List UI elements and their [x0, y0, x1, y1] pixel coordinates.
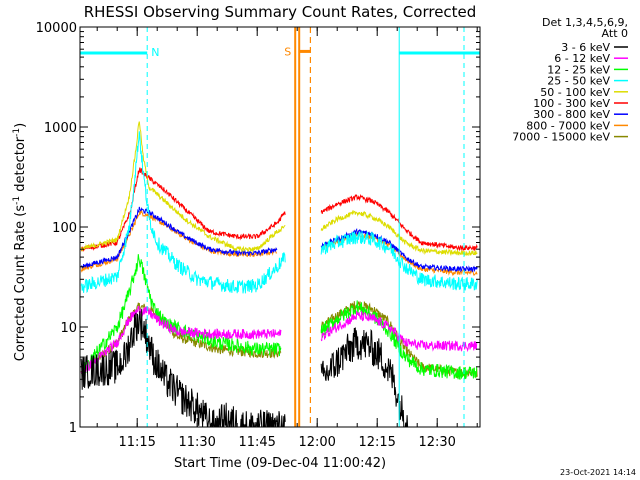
legend-entry-label: 7000 - 15000 keV: [512, 131, 610, 144]
y-tick-label: 10000: [36, 21, 77, 36]
legend-entry-label: 300 - 800 keV: [533, 108, 610, 121]
legend-entry-label: 3 - 6 keV: [561, 41, 610, 54]
x-tick-label: 12:30: [418, 435, 455, 450]
x-tick-label: 12:00: [298, 435, 335, 450]
y-axis-label-sup1: -1: [12, 196, 22, 205]
x-tick-label: 11:45: [238, 435, 275, 450]
x-tick-label: 12:15: [358, 435, 395, 450]
y-axis-label-mid: detector: [13, 136, 28, 196]
axes: N S 1 10 100 1000 10000 11:15 11:30 11:45 12:00 12:…: [36, 21, 481, 450]
y-tick-label: 1: [69, 421, 77, 436]
series-50-100-kev-line: [80, 121, 286, 254]
y-axis-label-sup2: -1: [12, 128, 22, 137]
series-6-12-kev-line: [80, 305, 282, 376]
attenuator-state-label: N: [151, 46, 159, 59]
footer-timestamp: 23-Oct-2021 14:14: [560, 468, 636, 477]
x-axis-label: Start Time (09-Dec-04 11:00:42): [174, 456, 386, 471]
x-tick-label: 11:30: [178, 435, 215, 450]
series-100-300-kev-line: [80, 167, 286, 253]
series-3-6-kev-line: [80, 309, 286, 427]
legend-entry-label: 100 - 300 keV: [533, 97, 610, 110]
legend-entry-label: 25 - 50 keV: [547, 75, 610, 88]
legend-entry-label: 12 - 25 keV: [547, 63, 610, 76]
series-3-6-kev-line: [320, 327, 409, 427]
y-tick-label: 10: [60, 321, 77, 336]
y-axis-label-main: Corrected Count Rate (s: [13, 205, 28, 362]
legend-header: Att 0: [602, 27, 628, 40]
plot-area: [80, 27, 480, 427]
legend-entry-label: 50 - 100 keV: [540, 86, 610, 99]
y-tick-label: 100: [52, 221, 77, 236]
legend-entry-label: 6 - 12 keV: [554, 52, 610, 65]
x-tick-label: 11:15: [118, 435, 155, 450]
saa-label: S: [284, 45, 291, 58]
legend-header: Det 1,3,4,5,6,9,: [542, 16, 628, 29]
series-300-800-kev-line: [80, 206, 278, 269]
y-axis-label: Corrected Count Rate (s-1 detector-1): [12, 123, 28, 361]
y-tick-label: 1000: [44, 121, 77, 136]
legend-entry-label: 800 - 7000 keV: [526, 119, 610, 132]
chart-title: RHESSI Observing Summary Count Rates, Co…: [84, 3, 477, 21]
y-axis-label-end: ): [13, 123, 28, 128]
series-25-50-kev-line: [80, 131, 286, 294]
